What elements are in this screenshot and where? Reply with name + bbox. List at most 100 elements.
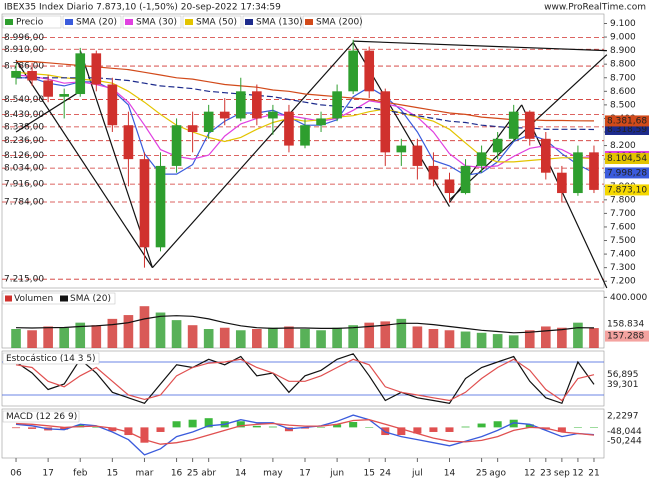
candle-body: [300, 125, 310, 146]
volume-bar: [91, 325, 102, 348]
macd-histogram-bar: [349, 422, 358, 428]
level-label: 8.034,00: [4, 164, 44, 174]
volume-bar: [396, 318, 407, 348]
candle-body: [364, 50, 375, 92]
x-tick-label: jul: [411, 469, 423, 479]
macd-histogram-bar: [204, 418, 213, 428]
level-label: 8.126,00: [4, 151, 44, 161]
candle-body: [252, 91, 262, 119]
volume-bar: [11, 329, 21, 348]
y-tick-label: 7.700: [610, 209, 636, 219]
candle-body: [524, 111, 535, 139]
candle-body: [348, 50, 358, 92]
level-label: 7.916,00: [4, 180, 44, 190]
volume-bar: [171, 320, 182, 348]
legend-bg: [2, 292, 116, 305]
macd-histogram-bar: [108, 427, 117, 432]
volume-bar: [252, 329, 262, 348]
macd-histogram-bar: [365, 427, 374, 428]
x-tick-label: 25: [476, 469, 487, 479]
value-label: 8.104,54: [607, 154, 647, 164]
y-tick-label: 9.000: [610, 33, 636, 43]
volume-bar: [187, 325, 198, 348]
level-label: 8.540,00: [4, 95, 44, 105]
x-tick-label: 16: [171, 469, 183, 479]
candle-body: [171, 125, 182, 166]
volume-bar: [300, 329, 310, 348]
volume-bar: [155, 312, 166, 348]
macd-histogram-bar: [317, 427, 326, 428]
level-label: 8.430,00: [4, 110, 44, 120]
value-box: [605, 153, 649, 165]
macd-histogram-bar: [12, 427, 21, 429]
panel-frame: [1, 13, 605, 289]
candle-body: [540, 138, 551, 173]
candle-body: [396, 145, 407, 153]
y-tick-label: 8.600: [610, 87, 636, 97]
volume-bar: [557, 327, 567, 348]
volume-bar: [524, 330, 535, 348]
legend-swatch: [5, 295, 12, 302]
value-box: [605, 369, 649, 381]
volume-bar: [508, 335, 519, 348]
volume-bar: [573, 322, 583, 348]
legend-bg: [2, 410, 80, 423]
value-label: 158.834: [607, 319, 644, 329]
panel-title: MACD (12 26 9): [6, 412, 77, 422]
x-tick-label: jun: [329, 469, 344, 479]
trendline: [15, 59, 153, 268]
macd-histogram-bar: [557, 427, 566, 432]
legend-label: SMA (130): [256, 18, 303, 28]
panel-title: Volumen: [14, 294, 53, 304]
macd-line: [15, 419, 595, 445]
volume-bar: [444, 330, 455, 348]
volume-bar: [476, 332, 487, 348]
legend-swatch: [65, 19, 73, 25]
legend-bg: [122, 15, 182, 29]
value-box: [605, 435, 649, 447]
volume-bar: [139, 306, 150, 348]
candle-body: [91, 53, 102, 85]
candle-body: [492, 138, 503, 153]
candle-body: [380, 91, 391, 153]
volume-bar: [316, 330, 326, 348]
candle-body: [219, 111, 230, 119]
legend-label: SMA (30): [136, 18, 177, 28]
macd-histogram-bar: [525, 424, 534, 428]
candle-body: [589, 152, 599, 190]
volume-bar: [203, 329, 214, 348]
legend-bg: [2, 15, 62, 29]
value-label: 56,895: [607, 370, 639, 380]
x-tick-label: 21: [588, 469, 599, 479]
volume-bar: [219, 327, 230, 348]
sma-line: [16, 60, 595, 122]
value-box: [605, 184, 649, 196]
panel-title: Estocástico (14 3 5): [6, 354, 96, 364]
candle-body: [316, 118, 326, 126]
y-tick-label: 7.300: [610, 263, 636, 273]
y-tick-label: 8.500: [610, 100, 636, 110]
volume-bar: [460, 331, 471, 348]
candle-body: [268, 111, 278, 119]
level-label: 8.786,00: [4, 62, 44, 72]
volume-sma: [15, 315, 595, 334]
legend-swatch: [125, 19, 133, 25]
legend-swatch: [245, 19, 253, 25]
legend-label: SMA (200): [316, 18, 363, 28]
x-tick-label: 15: [107, 469, 118, 479]
y-tick-label: 8.900: [610, 46, 636, 56]
macd-histogram-bar: [333, 424, 342, 428]
legend-label: SMA (20): [76, 18, 117, 28]
candle-body: [155, 165, 166, 248]
value-box: [605, 115, 649, 127]
x-tick-label: mar: [135, 469, 153, 479]
candle-body: [557, 172, 567, 194]
level-label: 8.236,00: [4, 136, 44, 146]
y-tick-label: 7.200: [610, 277, 636, 287]
y-tick-label: 8.700: [610, 73, 636, 83]
candle-body: [412, 145, 423, 166]
y-tick-label: 7.400: [610, 250, 636, 260]
macd-histogram-bar: [509, 419, 518, 428]
macd-histogram-bar: [124, 427, 133, 436]
